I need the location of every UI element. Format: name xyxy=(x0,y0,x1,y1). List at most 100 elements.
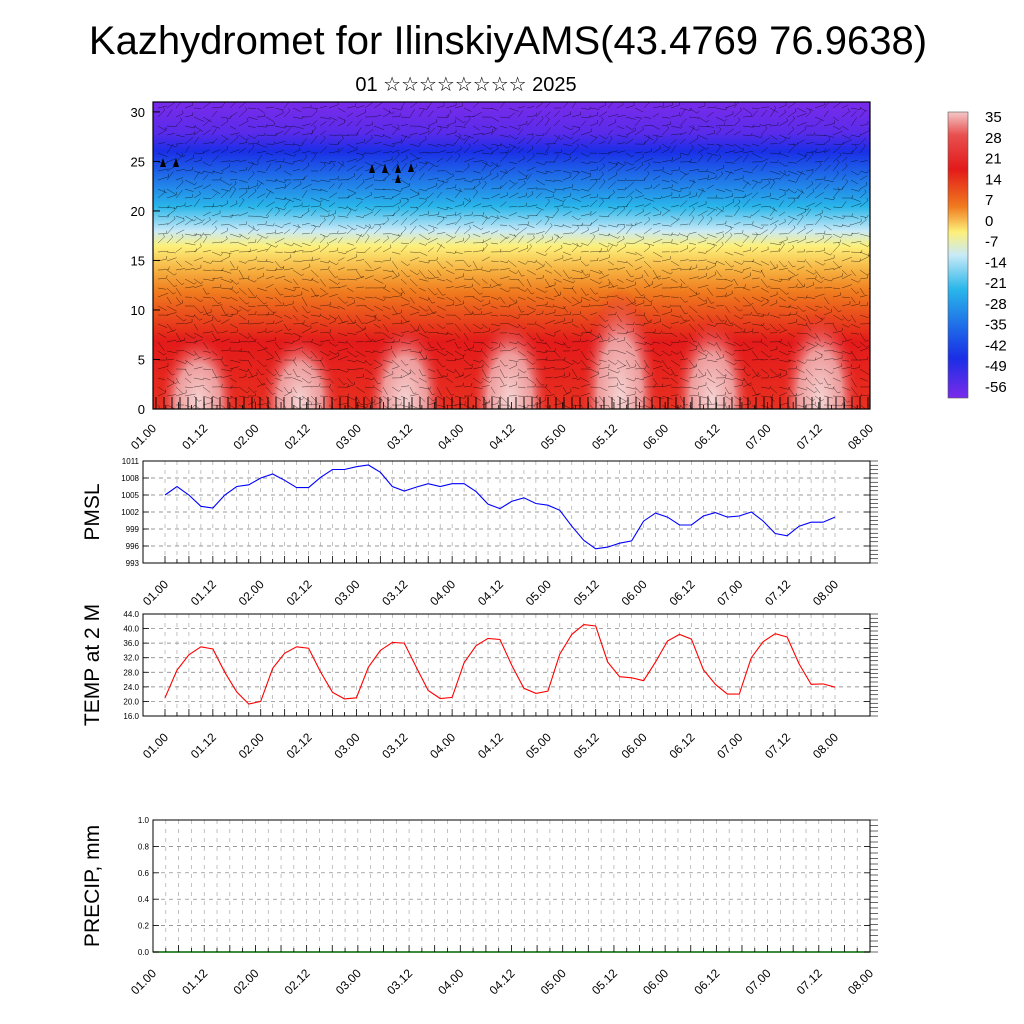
precip-x-tick-label: 06.00 xyxy=(640,966,671,997)
pmsl-y-tick-label: 1008 xyxy=(121,474,139,483)
colorbar-label: -49 xyxy=(985,358,1007,375)
pmsl-x-tick-label: 05.12 xyxy=(571,577,602,608)
precip-x-tick-label: 01.12 xyxy=(179,966,210,997)
cross-section-x-tick-label: 07.12 xyxy=(794,421,825,452)
cross-section-x-tick-label: 05.00 xyxy=(538,421,569,452)
pmsl-y-tick-label: 996 xyxy=(126,542,140,551)
pmsl-x-tick-label: 03.00 xyxy=(331,577,362,608)
colorbar-label: -7 xyxy=(985,234,998,251)
pmsl-x-axis: 01.00 01.12 02.00 02.12 03.00 03.12 04.00 04.12… xyxy=(140,556,841,608)
temp-x-tick-label: 04.00 xyxy=(427,730,458,761)
temp-x-tick-label: 06.12 xyxy=(666,730,697,761)
precip-y-axis: 1.0 0.8 0.6 0.4 0.2 0.0 xyxy=(138,816,878,957)
colorbar-label: -56 xyxy=(985,379,1007,396)
colorbar-labels: 35 28 21 14 7 0 -7 -14 -21 -28 -35 -42 -49 -56 xyxy=(985,109,1007,396)
temp-series-line xyxy=(164,624,836,705)
pmsl-x-tick-label: 06.12 xyxy=(666,577,697,608)
pmsl-x-tick-label: 04.00 xyxy=(427,577,458,608)
cross-section-x-tick-label: 05.12 xyxy=(589,421,620,452)
precip-x-tick-label: 07.12 xyxy=(794,966,825,997)
precip-x-tick-label: 03.00 xyxy=(333,966,364,997)
cross-section-x-tick-label: 02.12 xyxy=(282,421,313,452)
temp-x-tick-label: 02.12 xyxy=(284,730,315,761)
cross-section-x-tick-label: 06.12 xyxy=(691,421,722,452)
chart-title: Kazhydromet for IlinskiyAMS(43.4769 76.9… xyxy=(89,19,927,63)
precip-x-tick-label: 01.00 xyxy=(128,966,159,997)
pmsl-y-tick-label: 999 xyxy=(126,525,140,534)
precip-grid xyxy=(152,819,871,953)
colorbar-label: 7 xyxy=(985,192,993,209)
precip-y-tick-label: 0.6 xyxy=(138,869,150,878)
temp-y-tick-label: 32.0 xyxy=(123,654,139,663)
colorbar-label: -28 xyxy=(985,296,1007,313)
wind-barbs xyxy=(155,102,870,409)
cross-section-x-tick-label: 01.12 xyxy=(179,421,210,452)
pmsl-y-tick-label: 1005 xyxy=(121,491,139,500)
cross-section-x-tick-label: 06.00 xyxy=(640,421,671,452)
pmsl-grid xyxy=(143,460,870,564)
chart-subtitle: 01 ☆☆☆☆☆☆☆☆ 2025 xyxy=(355,74,576,96)
cross-section-y-tick-label: 0 xyxy=(138,402,145,417)
temp-x-tick-label: 07.00 xyxy=(714,730,745,761)
temp-x-tick-label: 02.00 xyxy=(236,730,267,761)
cross-section-x-tick-label: 03.12 xyxy=(384,421,415,452)
temp-y-tick-label: 44.0 xyxy=(123,610,139,619)
colorbar-label: 35 xyxy=(985,109,1002,126)
cross-section-y-tick-label: 30 xyxy=(131,105,145,120)
cross-section-x-tick-label: 01.00 xyxy=(128,421,159,452)
cross-section-panel: 0 5 10 15 20 25 30 01.00 01.12 02.00 02.12 03.00 03… xyxy=(128,101,876,452)
precip-panel: 1.00.80.60.40.20.0 01.00 01.12 02.00 02.12 0… xyxy=(81,816,878,997)
pmsl-ylabel: PMSL xyxy=(81,483,104,540)
temp-x-tick-label: 01.00 xyxy=(140,730,171,761)
colorbar-label: 0 xyxy=(985,213,993,230)
temp-panel: 44.040.036.032.028.024.020.016.0 01.00 01… xyxy=(81,604,878,761)
pmsl-x-tick-label: 02.00 xyxy=(236,577,267,608)
pmsl-x-tick-label: 03.12 xyxy=(379,577,410,608)
temp-ylabel: TEMP at 2 M xyxy=(81,604,104,726)
temp-x-tick-label: 05.00 xyxy=(523,730,554,761)
precip-y-tick-label: 0.8 xyxy=(138,842,150,851)
precip-y-tick-label: 1.0 xyxy=(138,816,150,825)
cross-section-x-tick-label: 03.00 xyxy=(333,421,364,452)
cross-section-y-tick-label: 5 xyxy=(138,352,145,367)
colorbar-label: -21 xyxy=(985,275,1007,292)
pmsl-y-tick-label: 1011 xyxy=(122,457,140,466)
temp-y-tick-label: 28.0 xyxy=(123,668,139,677)
precip-x-tick-label: 02.12 xyxy=(282,966,313,997)
temp-x-tick-label: 04.12 xyxy=(475,730,506,761)
temp-x-tick-label: 03.12 xyxy=(379,730,410,761)
temp-y-tick-label: 36.0 xyxy=(123,639,139,648)
pmsl-x-tick-label: 07.00 xyxy=(714,577,745,608)
temp-x-tick-label: 03.00 xyxy=(331,730,362,761)
precip-x-tick-label: 06.12 xyxy=(691,966,722,997)
precip-x-tick-label: 08.00 xyxy=(845,966,876,997)
surface-heat-maxima xyxy=(158,266,860,409)
cross-section-x-tick-label: 02.00 xyxy=(230,421,261,452)
colorbar-label: -14 xyxy=(985,254,1007,271)
precip-x-tick-label: 04.12 xyxy=(486,966,517,997)
cross-section-y-tick-label: 15 xyxy=(131,253,145,268)
precip-y-tick-label: 0.2 xyxy=(138,922,150,931)
cross-section-y-tick-label: 25 xyxy=(131,154,145,169)
pmsl-x-tick-label: 07.12 xyxy=(762,577,793,608)
precip-y-tick-label: 0.0 xyxy=(138,948,150,957)
temp-x-tick-label: 06.00 xyxy=(619,730,650,761)
temp-y-tick-label: 24.0 xyxy=(123,683,139,692)
precip-x-axis: 01.00 01.12 02.00 02.12 03.00 03.12 04.00 04.12… xyxy=(128,945,876,997)
cross-section-y-axis: 0 5 10 15 20 25 30 xyxy=(131,105,160,417)
pmsl-x-tick-label: 08.00 xyxy=(810,577,841,608)
pmsl-x-tick-label: 06.00 xyxy=(619,577,650,608)
pmsl-y-axis: 1011 1008 1005 1002 999 996 993 xyxy=(121,457,878,568)
precip-x-tick-label: 05.00 xyxy=(538,966,569,997)
precip-x-tick-label: 02.00 xyxy=(230,966,261,997)
colorbar-label: 21 xyxy=(985,151,1002,168)
temp-y-tick-label: 20.0 xyxy=(123,697,139,706)
cross-section-x-tick-label: 04.00 xyxy=(435,421,466,452)
pmsl-x-tick-label: 04.12 xyxy=(475,577,506,608)
colorbar: 35 28 21 14 7 0 -7 -14 -21 -28 -35 -42 -49 -56 xyxy=(947,109,1007,399)
temp-y-tick-label: 16.0 xyxy=(123,712,139,721)
pmsl-y-tick-label: 993 xyxy=(126,559,140,568)
colorbar-label: 28 xyxy=(985,130,1002,147)
